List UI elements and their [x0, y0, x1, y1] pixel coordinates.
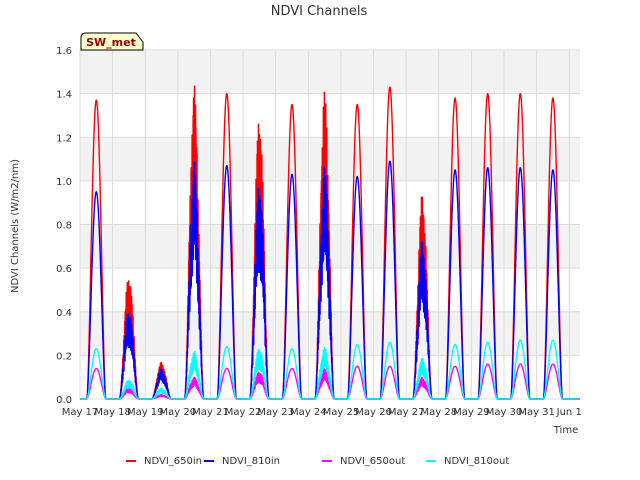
- y-tick-label: 1.4: [56, 90, 72, 101]
- x-axis-title: Time: [553, 425, 578, 436]
- legend-label: NDVI_810out: [444, 456, 509, 467]
- legend-item-ndvi-810in: NDVI_810in: [204, 456, 280, 467]
- x-tick-label: May 27: [388, 407, 425, 418]
- y-tick-label: 0.6: [56, 264, 72, 275]
- legend: NDVI_650in NDVI_810in NDVI_650out NDVI_810o…: [126, 456, 509, 467]
- x-tick-label: May 18: [94, 407, 131, 418]
- legend-label: NDVI_650in: [144, 456, 202, 467]
- x-tick-label: May 29: [453, 407, 490, 418]
- y-tick-label: 0.4: [56, 308, 72, 319]
- legend-item-ndvi-810out: NDVI_810out: [426, 456, 509, 467]
- y-tick-label: 0.8: [56, 221, 72, 232]
- x-tick-label: May 17: [62, 407, 99, 418]
- series-lines: [79, 85, 581, 400]
- x-tick-label: May 22: [225, 407, 262, 418]
- x-tick-label: May 26: [355, 407, 392, 418]
- legend-label: NDVI_810in: [222, 456, 280, 467]
- annotation-badge-label: SW_met: [86, 36, 136, 49]
- y-axis-title: NDVI Channels (W/m2/nm): [10, 159, 21, 293]
- x-tick-label: May 31: [518, 407, 555, 418]
- annotation-badge: SW_met: [80, 32, 144, 51]
- background-band: [80, 50, 580, 94]
- series-line-ndvi-810in: [79, 160, 581, 400]
- legend-item-ndvi-650out: NDVI_650out: [322, 456, 405, 467]
- series-line-ndvi-810out: [79, 339, 581, 400]
- background-band: [80, 137, 580, 181]
- x-tick-label: May 24: [290, 407, 327, 418]
- x-tick-label: May 28: [420, 407, 457, 418]
- legend-label: NDVI_650out: [340, 456, 405, 467]
- x-tick-label: Jun 1: [556, 407, 582, 418]
- x-tick-label: May 21: [192, 407, 229, 418]
- y-tick-label: 0.2: [56, 351, 72, 362]
- x-tick-label: May 23: [257, 407, 294, 418]
- legend-item-ndvi-650in: NDVI_650in: [126, 456, 202, 467]
- x-tick-label: May 20: [160, 407, 197, 418]
- y-tick-label: 1.0: [56, 177, 72, 188]
- chart-title: NDVI Channels: [271, 4, 368, 19]
- y-tick-label: 0.0: [56, 395, 72, 406]
- x-tick-label: May 19: [127, 407, 164, 418]
- y-tick-label: 1.2: [56, 133, 72, 144]
- y-tick-label: 1.6: [56, 46, 72, 57]
- x-tick-label: May 30: [486, 407, 523, 418]
- x-tick-label: May 25: [323, 407, 360, 418]
